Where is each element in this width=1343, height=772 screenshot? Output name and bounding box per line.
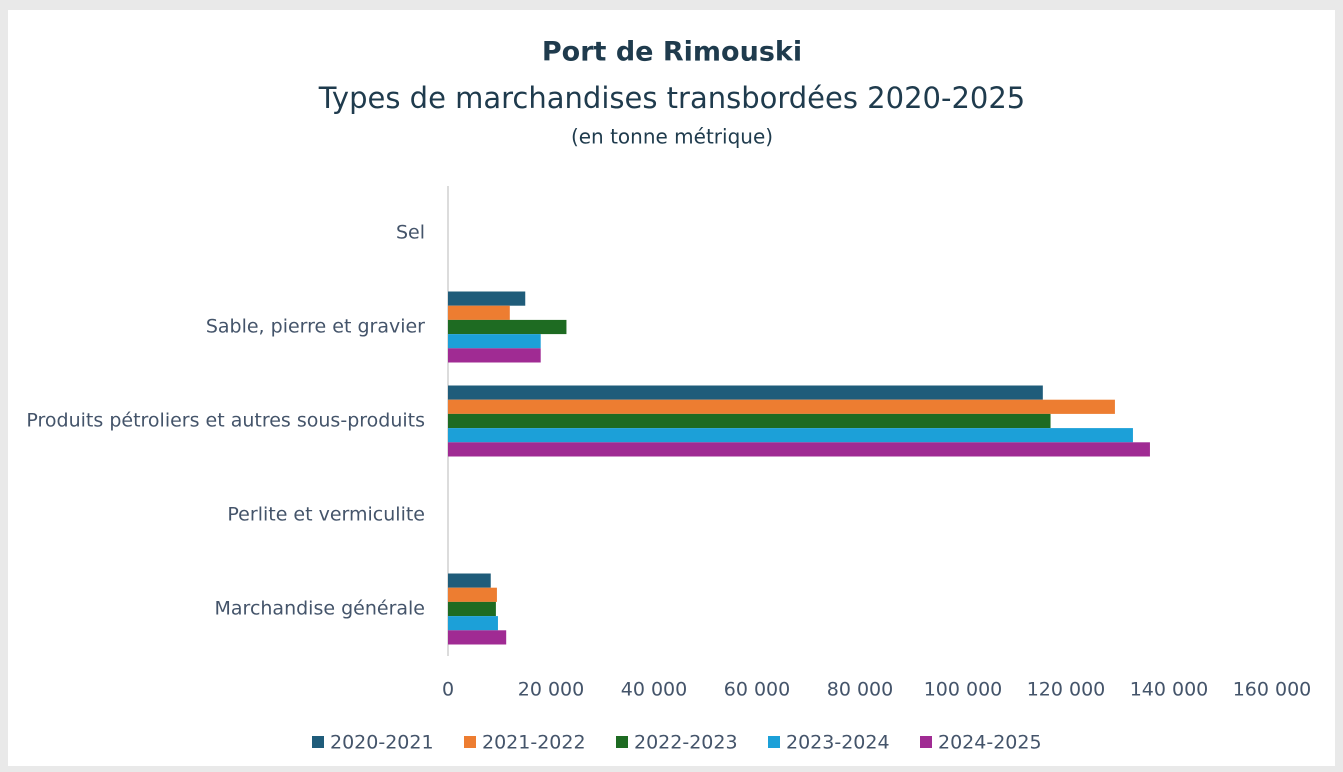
- y-tick-label: Marchandise générale: [215, 598, 425, 620]
- y-tick-label: Perlite et vermiculite: [227, 504, 425, 526]
- x-tick-label: 40 000: [621, 679, 687, 701]
- y-tick-label: Produits pétroliers et autres sous-produ…: [26, 410, 425, 432]
- bar: [448, 305, 510, 320]
- x-tick-label: 20 000: [518, 679, 584, 701]
- chart-title: Port de Rimouski: [542, 37, 802, 68]
- x-tick-label: 140 000: [1130, 679, 1209, 701]
- x-tick-label: 120 000: [1027, 679, 1106, 701]
- chart-subtitle: Types de marchandises transbordées 2020-…: [318, 81, 1026, 115]
- y-tick-label: Sel: [396, 222, 425, 244]
- legend-label: 2021-2022: [482, 732, 586, 754]
- legend-label: 2022-2023: [634, 732, 738, 754]
- bar: [448, 587, 497, 602]
- x-tick-label: 100 000: [924, 679, 1003, 701]
- legend-label: 2020-2021: [330, 732, 434, 754]
- legend-label: 2024-2025: [938, 732, 1042, 754]
- bar: [448, 428, 1133, 443]
- legend-label: 2023-2024: [786, 732, 890, 754]
- legend-swatch: [768, 736, 780, 748]
- x-tick-label: 0: [442, 679, 454, 701]
- bar: [448, 630, 507, 645]
- x-tick-label: 60 000: [724, 679, 790, 701]
- bar: [448, 413, 1051, 429]
- bar: [448, 399, 1115, 414]
- legend-swatch: [920, 736, 932, 748]
- y-tick-label: Sable, pierre et gravier: [206, 316, 425, 338]
- bar: [448, 385, 1043, 400]
- bar: [448, 334, 541, 349]
- bar: [448, 616, 498, 631]
- chart-note: (en tonne métrique): [571, 125, 773, 149]
- bar: [448, 291, 526, 306]
- legend-swatch: [616, 736, 628, 748]
- x-tick-label: 80 000: [827, 679, 893, 701]
- bar: [448, 601, 496, 617]
- bar: [448, 442, 1150, 457]
- bar: [448, 319, 567, 335]
- legend-swatch: [464, 736, 476, 748]
- x-tick-label: 160 000: [1233, 679, 1312, 701]
- bar: [448, 573, 491, 588]
- legend-swatch: [312, 736, 324, 748]
- bar: [448, 348, 541, 363]
